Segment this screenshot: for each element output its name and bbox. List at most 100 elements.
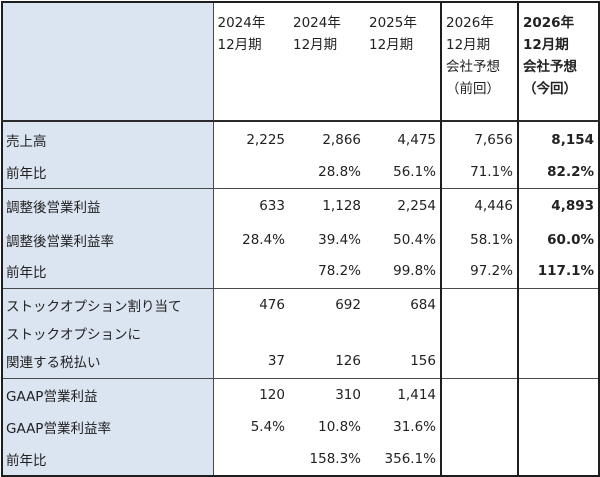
header-line: 2024年 (217, 15, 266, 31)
header-col-3: 2025年 12月期 (365, 2, 441, 121)
row-value (517, 321, 599, 345)
row-value: 120 (212, 377, 289, 411)
header-line: 2024年 (293, 15, 341, 31)
header-line: （前回） (446, 81, 500, 97)
row-label: 調整後営業利益率 (2, 224, 213, 255)
table-body: 売上高 2,225 2,866 4,475 7,656 8,154 前年比 28.8% 56.1… (2, 120, 599, 476)
table-row: 調整後営業利益 633 1,128 2,254 4,446 4,893 (2, 187, 599, 224)
header-line: 12月期 (369, 37, 414, 53)
row-value: 692 (289, 287, 365, 321)
row-value (212, 255, 289, 288)
row-value (212, 442, 289, 476)
row-value: 8,154 (517, 120, 599, 157)
row-value: 39.4% (318, 231, 361, 248)
header-line: 2026年 (446, 15, 494, 31)
table-row: 前年比 28.8% 56.1% 71.1% 82.2% (2, 157, 599, 188)
row-value: 56.1% (393, 164, 436, 181)
row-value: 78.2% (318, 263, 361, 280)
header-line: 会社予想 (523, 59, 577, 75)
header-line: 12月期 (523, 37, 569, 53)
header-line: 2025年 (369, 15, 417, 31)
row-value (440, 287, 518, 321)
table-row: 調整後営業利益率 28.4% 39.4% 50.4% 58.1% 60.0% (2, 224, 599, 255)
row-value: 71.1% (440, 157, 518, 188)
row-label: ストックオプション割り当て (2, 287, 213, 321)
row-value (440, 442, 518, 476)
header-line: 会社予想 (446, 59, 500, 75)
row-value: 117.1% (517, 255, 599, 288)
row-value (365, 321, 441, 345)
table-row: 関連する税払い 37 126 156 (2, 345, 599, 378)
row-value: 82.2% (517, 157, 599, 188)
row-value: 7,656 (440, 120, 518, 157)
row-value: 356.1% (384, 450, 436, 467)
row-value (212, 157, 289, 188)
row-value: 28.8% (318, 164, 361, 181)
row-value: 4,475 (365, 120, 441, 157)
row-label: ストックオプションに (2, 321, 213, 345)
table-row: 前年比 78.2% 99.8% 97.2% 117.1% (2, 255, 599, 288)
row-value: 310 (289, 377, 365, 411)
row-value (440, 377, 518, 411)
row-value (440, 411, 518, 442)
row-value: 50.4% (393, 231, 436, 248)
header-col-1: 2024年 12月期 (212, 2, 289, 121)
row-value: 1,414 (365, 377, 441, 411)
table-row: GAAP営業利益 120 310 1,414 (2, 377, 599, 411)
row-value: 31.6% (393, 418, 436, 435)
row-label: GAAP営業利益率 (2, 411, 213, 442)
table-row: ストックオプションに (2, 321, 599, 345)
row-label: 売上高 (2, 120, 213, 157)
row-value: 58.1% (440, 224, 518, 255)
row-value: 1,128 (289, 187, 365, 224)
row-value: 28.4% (212, 224, 289, 255)
row-value: 476 (212, 287, 289, 321)
table-row: ストックオプション割り当て 476 692 684 (2, 287, 599, 321)
header-line: 12月期 (217, 37, 262, 53)
row-label: GAAP営業利益 (2, 377, 213, 411)
header-corner (2, 2, 213, 121)
table-row: 売上高 2,225 2,866 4,475 7,656 8,154 (2, 120, 599, 157)
row-value: 633 (212, 187, 289, 224)
row-label: 前年比 (2, 157, 213, 188)
row-value (289, 321, 365, 345)
row-value: 5.4% (212, 411, 289, 442)
row-value (212, 321, 289, 345)
row-value: 10.8% (318, 418, 361, 435)
header-line: （今回） (523, 81, 577, 97)
header-line: 12月期 (293, 37, 338, 53)
row-value: 60.0% (517, 224, 599, 255)
row-label: 調整後営業利益 (2, 187, 213, 224)
table-row: GAAP営業利益率 5.4% 10.8% 31.6% (2, 411, 599, 442)
row-value: 99.8% (393, 263, 436, 280)
header-col-5: 2026年 12月期会社予想 （今回） (517, 2, 599, 121)
row-value (517, 411, 599, 442)
header-line: 2026年 (523, 15, 575, 31)
row-value (517, 442, 599, 476)
row-label: 関連する税払い (2, 345, 213, 378)
row-value: 126 (335, 353, 361, 370)
row-value: 4,893 (517, 187, 599, 224)
row-value (440, 345, 518, 378)
row-value (517, 287, 599, 321)
row-value: 156 (410, 353, 436, 370)
row-label: 前年比 (2, 442, 213, 476)
row-value (517, 377, 599, 411)
row-value: 2,254 (365, 187, 441, 224)
row-value: 37 (212, 345, 289, 378)
row-value: 4,446 (440, 187, 518, 224)
header-col-4: 2026年 12月期会社予想 （前回） (440, 2, 518, 121)
row-value (440, 321, 518, 345)
row-label: 前年比 (2, 255, 213, 288)
header-row: 2024年 12月期 2024年 12月期 2025年 12月期 2026年 12月期会… (2, 2, 599, 121)
row-value: 158.3% (309, 450, 361, 467)
row-value (517, 345, 599, 378)
header-line: 12月期 (446, 37, 491, 53)
row-value: 2,866 (289, 120, 365, 157)
header-col-2: 2024年 12月期 (289, 2, 365, 121)
row-value: 97.2% (440, 255, 518, 288)
row-value: 2,225 (212, 120, 289, 157)
table-row: 前年比 158.3% 356.1% (2, 442, 599, 476)
row-value: 684 (365, 287, 441, 321)
